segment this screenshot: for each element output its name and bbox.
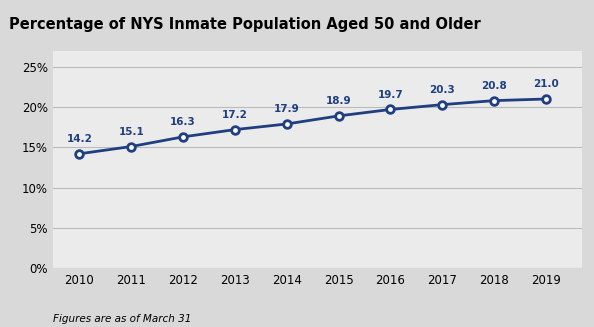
Text: 17.9: 17.9	[274, 104, 299, 114]
Text: 19.7: 19.7	[377, 90, 403, 100]
Text: 17.2: 17.2	[222, 110, 248, 120]
Text: 15.1: 15.1	[118, 127, 144, 137]
Text: 18.9: 18.9	[326, 96, 351, 106]
Text: 14.2: 14.2	[67, 134, 92, 144]
Text: Figures are as of March 31: Figures are as of March 31	[53, 314, 192, 324]
Text: Percentage of NYS Inmate Population Aged 50 and Older: Percentage of NYS Inmate Population Aged…	[9, 17, 481, 32]
Text: 20.8: 20.8	[481, 81, 507, 91]
Text: 20.3: 20.3	[429, 85, 455, 95]
Text: 16.3: 16.3	[170, 117, 196, 127]
Text: 21.0: 21.0	[533, 79, 559, 89]
